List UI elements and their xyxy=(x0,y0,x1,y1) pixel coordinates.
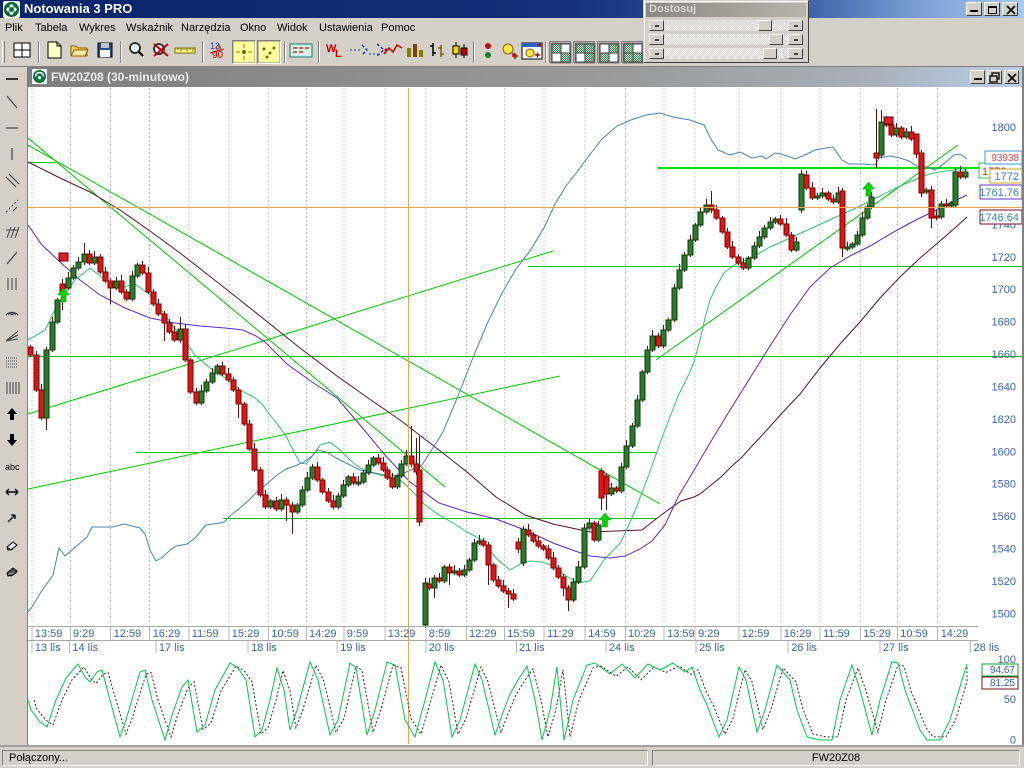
svg-text:11:29: 11:29 xyxy=(547,628,574,640)
svg-text:1700: 1700 xyxy=(992,284,1016,296)
svg-text:1500: 1500 xyxy=(992,608,1016,620)
svg-text:13 lis: 13 lis xyxy=(35,642,61,654)
svg-text:8:59: 8:59 xyxy=(429,628,450,640)
svg-text:1800: 1800 xyxy=(992,122,1016,134)
svg-text:1640: 1640 xyxy=(992,381,1016,393)
svg-text:14 lis: 14 lis xyxy=(72,642,98,654)
svg-text:L: L xyxy=(335,48,342,60)
svg-text:10:59: 10:59 xyxy=(900,628,928,640)
svg-text:15:29: 15:29 xyxy=(863,628,891,640)
svg-text:50: 50 xyxy=(1004,694,1016,706)
svg-text:13:29: 13:29 xyxy=(388,628,416,640)
svg-text:1540: 1540 xyxy=(992,544,1016,556)
svg-text:9:29: 9:29 xyxy=(73,628,94,640)
svg-text:0: 0 xyxy=(1010,735,1016,747)
svg-text:12:59: 12:59 xyxy=(114,628,142,640)
svg-text:11:59: 11:59 xyxy=(192,628,219,640)
svg-text:1772: 1772 xyxy=(995,171,1019,183)
svg-text:12:29: 12:29 xyxy=(469,628,497,640)
svg-text:94.67: 94.67 xyxy=(990,665,1015,676)
svg-text:1660: 1660 xyxy=(992,349,1016,361)
svg-text:1520: 1520 xyxy=(992,576,1016,588)
svg-text:9:29: 9:29 xyxy=(698,628,719,640)
svg-text:26 lis: 26 lis xyxy=(791,642,817,654)
svg-text:1580: 1580 xyxy=(992,479,1016,491)
svg-text:1680: 1680 xyxy=(992,317,1016,329)
svg-text:16:29: 16:29 xyxy=(153,628,181,640)
svg-text:W: W xyxy=(326,43,337,55)
svg-text:13:59: 13:59 xyxy=(35,628,63,640)
svg-text:81.25: 81.25 xyxy=(990,678,1015,689)
svg-text:10:59: 10:59 xyxy=(271,628,299,640)
svg-text:17 lis: 17 lis xyxy=(159,642,185,654)
svg-text:21 lis: 21 lis xyxy=(519,642,545,654)
svg-text:16:29: 16:29 xyxy=(784,628,812,640)
svg-text:9:59: 9:59 xyxy=(347,628,368,640)
svg-text:100: 100 xyxy=(998,654,1016,666)
svg-text:13:59: 13:59 xyxy=(667,628,695,640)
svg-text:1761.76: 1761.76 xyxy=(979,187,1019,199)
svg-text:1560: 1560 xyxy=(992,511,1016,523)
svg-text:1746.64: 1746.64 xyxy=(979,212,1019,224)
svg-text:14:59: 14:59 xyxy=(588,628,616,640)
svg-text:90: 90 xyxy=(212,50,224,60)
svg-text:abc: abc xyxy=(5,462,20,472)
svg-text:15:59: 15:59 xyxy=(507,628,535,640)
svg-text:1600: 1600 xyxy=(992,446,1016,458)
svg-text:28 lis: 28 lis xyxy=(974,642,1000,654)
svg-text:18 lis: 18 lis xyxy=(251,642,277,654)
svg-text:25 lis: 25 lis xyxy=(699,642,725,654)
svg-text:0: 0 xyxy=(216,43,221,53)
svg-text:1620: 1620 xyxy=(992,414,1016,426)
svg-text:93938: 93938 xyxy=(991,153,1019,164)
svg-text:14:29: 14:29 xyxy=(309,628,337,640)
svg-text:12:59: 12:59 xyxy=(742,628,770,640)
svg-text:27 lis: 27 lis xyxy=(883,642,909,654)
svg-text:15:29: 15:29 xyxy=(232,628,260,640)
svg-text:20 lis: 20 lis xyxy=(429,642,455,654)
svg-text:10:29: 10:29 xyxy=(628,628,656,640)
svg-text:11:59: 11:59 xyxy=(823,628,850,640)
svg-text:19 lis: 19 lis xyxy=(340,642,366,654)
svg-text:24 lis: 24 lis xyxy=(609,642,635,654)
svg-text:1720: 1720 xyxy=(992,252,1016,264)
svg-text:14:29: 14:29 xyxy=(941,628,969,640)
svg-text:13: 13 xyxy=(210,41,220,51)
